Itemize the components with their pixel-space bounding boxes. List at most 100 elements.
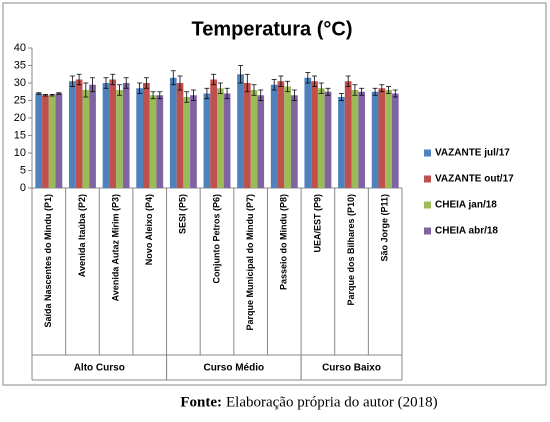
x-tick-label: Saída Nascentes do Mindu (P1) <box>43 194 53 328</box>
y-tick-label: 25 <box>14 94 26 106</box>
y-tick-label: 10 <box>14 147 26 159</box>
group-label: Curso Médio <box>204 363 265 374</box>
error-bar <box>211 73 217 86</box>
bar <box>48 95 56 188</box>
x-tick-label: Conjunto Petros (P6) <box>211 194 221 284</box>
bar <box>109 79 117 188</box>
bar <box>69 81 76 188</box>
legend-label: CHEIA jan/18 <box>435 200 497 211</box>
error-bar <box>76 73 82 86</box>
bar <box>89 84 96 188</box>
error-bar <box>137 82 143 94</box>
legend-label: CHEIA abr/18 <box>435 226 498 237</box>
bar <box>143 83 150 188</box>
bar <box>136 88 143 188</box>
legend-swatch <box>424 227 431 235</box>
error-bar <box>177 75 183 91</box>
y-tick-label: 0 <box>20 182 26 194</box>
error-bar <box>204 87 210 100</box>
error-bar <box>345 75 351 87</box>
legend-label: VAZANTE jul/17 <box>435 148 510 159</box>
source-text: Elaboração própria do autor (2018) <box>226 394 438 410</box>
bar <box>176 83 184 188</box>
bar <box>203 93 211 188</box>
group-label: Curso Baixo <box>322 363 381 374</box>
error-bar <box>352 84 358 96</box>
chart-title: Temperatura (°C) <box>192 18 353 40</box>
error-bar <box>258 89 264 101</box>
error-bar <box>224 87 230 100</box>
error-bar <box>110 73 116 86</box>
bar <box>169 77 177 188</box>
bar <box>190 95 197 188</box>
legend-swatch <box>424 201 431 209</box>
error-bar <box>184 91 190 103</box>
error-bar <box>116 84 122 96</box>
bar <box>311 81 318 188</box>
y-tick-label: 30 <box>14 77 26 89</box>
chart-frame <box>2 2 547 386</box>
bar <box>270 84 278 188</box>
bar <box>371 91 379 188</box>
x-tick-label: Avenida Itaúba (P2) <box>77 194 87 277</box>
bar <box>237 74 244 188</box>
legend-swatch <box>424 149 431 157</box>
bar <box>284 86 291 188</box>
error-bar <box>278 75 284 87</box>
error-bar <box>318 82 324 94</box>
bar <box>243 83 251 188</box>
error-bar <box>372 87 378 96</box>
bar <box>317 88 325 188</box>
bar <box>378 88 386 188</box>
bar <box>338 97 345 188</box>
bar <box>351 90 359 188</box>
bar <box>116 90 123 188</box>
error-bar <box>83 82 89 98</box>
bar <box>223 93 231 188</box>
error-bar <box>392 89 398 98</box>
x-tick-label: Parque dos Bilhares (P10) <box>346 194 356 306</box>
error-bar <box>251 84 257 96</box>
error-bar <box>143 77 149 89</box>
bar <box>385 90 392 188</box>
error-bar <box>312 75 318 87</box>
bar <box>156 95 164 188</box>
error-bar <box>285 80 291 93</box>
error-bar <box>238 65 244 84</box>
error-bar <box>386 86 392 94</box>
x-tick-label: Avenida Autaz Mirim (P3) <box>110 194 120 301</box>
error-bar <box>359 87 365 96</box>
error-bar <box>244 73 250 93</box>
y-tick-label: 5 <box>20 164 26 176</box>
bar <box>149 95 157 188</box>
bar <box>75 79 83 188</box>
bar <box>55 93 63 188</box>
error-bar <box>291 89 297 101</box>
bar <box>304 77 312 188</box>
legend-label: VAZANTE out/17 <box>435 174 514 185</box>
legend-swatch <box>424 175 431 183</box>
bar <box>82 90 90 188</box>
error-bar <box>325 87 331 96</box>
error-bar <box>42 94 48 97</box>
bar <box>122 83 130 188</box>
y-tick-label: 15 <box>14 129 26 141</box>
error-bar <box>157 91 163 100</box>
error-bar <box>190 89 196 101</box>
bar <box>42 95 49 188</box>
bar <box>210 79 217 188</box>
y-tick-label: 35 <box>14 59 26 71</box>
error-bar <box>56 92 62 95</box>
bar <box>250 90 258 188</box>
group-label: Alto Curso <box>74 363 125 374</box>
bar <box>183 97 191 188</box>
error-bar <box>379 84 385 93</box>
error-bar <box>123 77 129 89</box>
error-bar <box>36 92 42 95</box>
error-bar <box>49 94 55 97</box>
bar <box>257 95 265 188</box>
error-bar <box>150 91 156 100</box>
error-bar <box>338 93 344 101</box>
x-tick-label: São Jorge (P11) <box>380 194 390 262</box>
